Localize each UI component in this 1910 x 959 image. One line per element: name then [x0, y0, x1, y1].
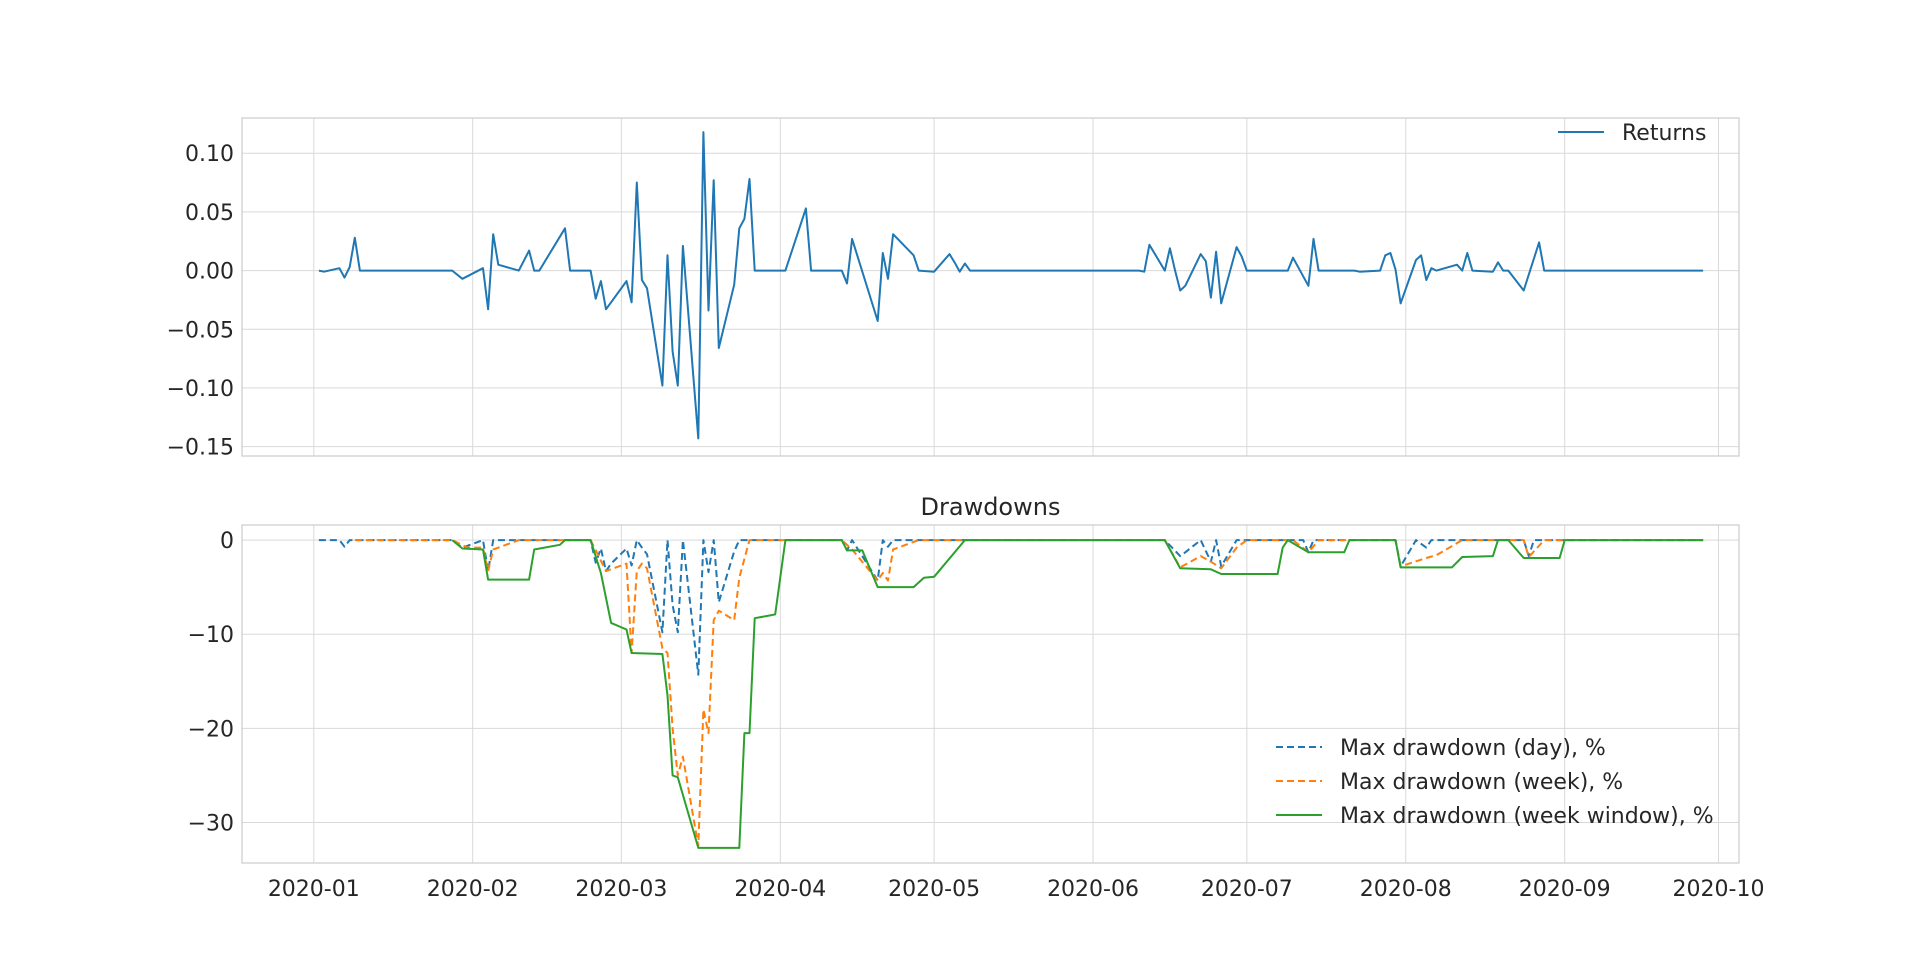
legend-label: Max drawdown (week), % — [1340, 770, 1623, 795]
drawdowns-series-layer — [318, 539, 1704, 849]
x-tick-label: 2020-10 — [1673, 877, 1765, 902]
y-tick-label: 0.00 — [185, 260, 234, 285]
y-tick-label: 0 — [220, 529, 234, 554]
returns-axes-frame — [241, 117, 1740, 457]
series-line-max-drawdown-week-window — [451, 539, 1704, 849]
drawdowns-legend: Max drawdown (day), % Max drawdown (week)… — [1276, 736, 1714, 829]
y-tick-label: −20 — [188, 717, 234, 742]
returns-series-layer — [318, 131, 1704, 440]
x-axis-tick-labels: 2020-01 2020-02 2020-03 2020-04 2020-05 2020-… — [268, 877, 1765, 902]
y-tick-label: −0.10 — [167, 377, 234, 402]
x-tick-label: 2020-07 — [1201, 877, 1293, 902]
legend-label: Returns — [1622, 121, 1706, 146]
y-tick-label: −10 — [188, 623, 234, 648]
returns-y-tick-labels: 0.10 0.05 0.00 −0.05 −0.10 −0.15 — [167, 142, 234, 460]
x-tick-label: 2020-09 — [1519, 877, 1611, 902]
returns-grid — [242, 118, 1739, 456]
y-tick-label: −30 — [188, 812, 234, 837]
x-tick-label: 2020-08 — [1360, 877, 1452, 902]
returns-legend: Returns — [1558, 121, 1706, 146]
x-tick-label: 2020-03 — [575, 877, 667, 902]
y-tick-label: −0.15 — [167, 436, 234, 461]
y-tick-label: −0.05 — [167, 318, 234, 343]
legend-label: Max drawdown (week window), % — [1340, 804, 1714, 829]
drawdowns-axes-frame — [241, 524, 1740, 864]
returns-panel: 0.10 0.05 0.00 −0.05 −0.10 −0.15 Returns — [167, 117, 1740, 461]
series-line-max-drawdown-week — [354, 539, 1704, 848]
drawdowns-panel: Drawdowns 0−10−20−30 2020-01 2020-02 2020-… — [188, 493, 1765, 902]
series-line-returns — [318, 131, 1704, 440]
x-tick-label: 2020-04 — [734, 877, 826, 902]
drawdowns-y-tick-labels: 0 −10 −20 −30 — [188, 529, 234, 836]
y-tick-label: 0.10 — [185, 142, 234, 167]
x-tick-label: 2020-05 — [888, 877, 980, 902]
x-tick-label: 2020-01 — [268, 877, 360, 902]
drawdowns-grid — [242, 525, 1739, 863]
y-tick-label: 0.05 — [185, 201, 234, 226]
legend-label: Max drawdown (day), % — [1340, 736, 1606, 761]
x-tick-label: 2020-06 — [1047, 877, 1139, 902]
x-tick-label: 2020-02 — [427, 877, 519, 902]
drawdowns-chart-title: Drawdowns — [921, 493, 1061, 521]
